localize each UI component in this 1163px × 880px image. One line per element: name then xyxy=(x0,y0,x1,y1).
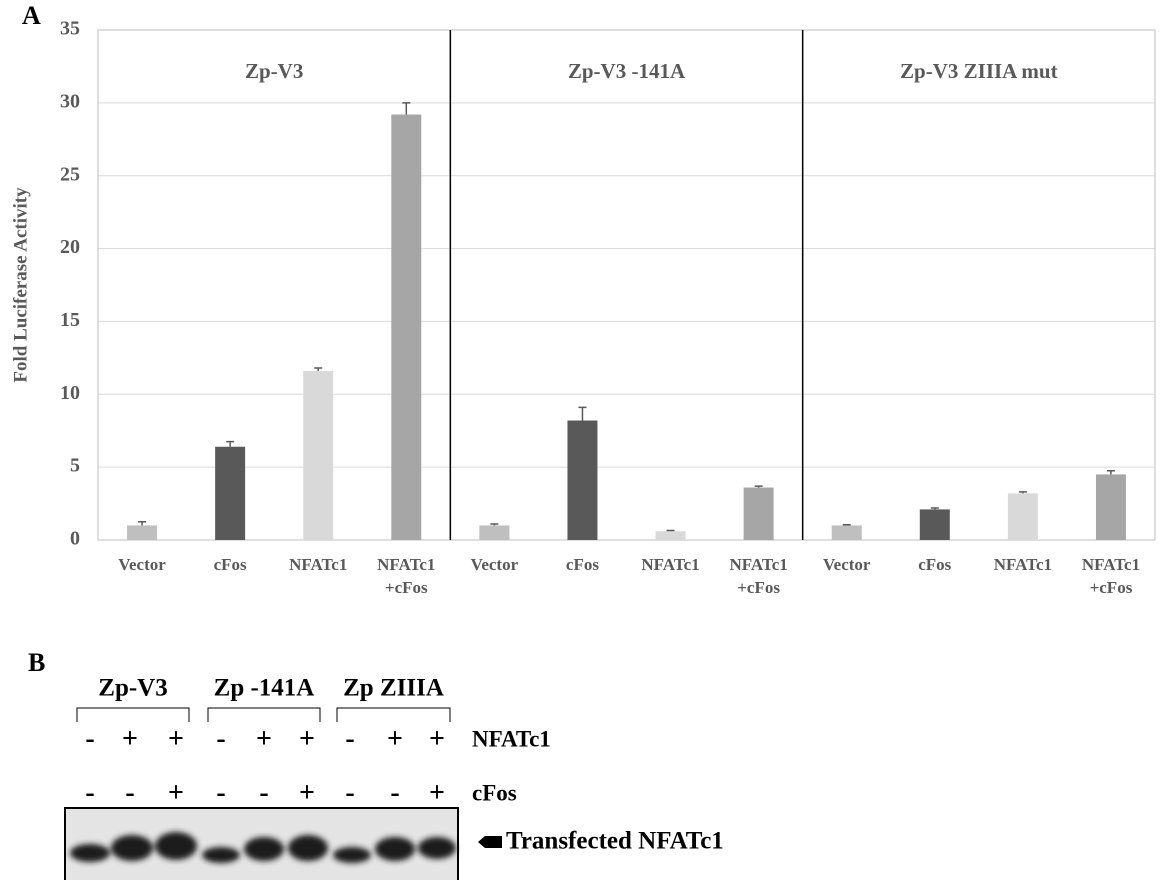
row-label: cFos xyxy=(472,780,517,805)
lane-sign: + xyxy=(168,777,184,808)
lane-sign: + xyxy=(429,777,445,808)
x-tick-label: NFATc1 xyxy=(274,553,362,576)
y-tick-label: 5 xyxy=(70,455,80,477)
bracket xyxy=(77,708,189,722)
bar xyxy=(744,488,774,540)
y-tick-label: 35 xyxy=(60,18,80,40)
x-tick-label: cFos xyxy=(538,553,626,576)
lane-sign: - xyxy=(259,777,268,808)
panel-label: A xyxy=(22,1,41,30)
x-tick-label: NFATc1 xyxy=(627,553,715,576)
arrow xyxy=(478,836,502,848)
error-bar xyxy=(226,442,234,447)
bar xyxy=(479,525,509,540)
blot-image xyxy=(65,808,458,880)
lane-sign: + xyxy=(429,723,445,754)
panel-label: B xyxy=(28,648,45,677)
x-tick-label: NFATc1 xyxy=(979,553,1067,576)
group-label: Zp-V3 xyxy=(245,59,303,83)
blot-group-label: Zp ZIIIA xyxy=(343,675,444,702)
error-bar xyxy=(578,407,586,420)
y-tick-label: 10 xyxy=(60,382,80,404)
error-bar xyxy=(1107,471,1115,475)
plot-frame xyxy=(98,30,1155,540)
bar xyxy=(656,531,686,540)
error-bar xyxy=(667,531,675,532)
bar xyxy=(391,115,421,540)
error-bar xyxy=(931,508,939,509)
x-tick-label: NFATc1 +cFos xyxy=(1067,553,1155,599)
error-bar xyxy=(843,525,851,526)
x-tick-label: cFos xyxy=(891,553,979,576)
lane-sign: + xyxy=(256,723,272,754)
error-bar xyxy=(138,522,146,526)
x-tick-label: Vector xyxy=(450,553,538,576)
y-axis-label: Fold Luciferase Activity xyxy=(10,187,31,383)
bar xyxy=(127,525,157,540)
x-tick-label: Vector xyxy=(803,553,891,576)
bar xyxy=(1008,493,1038,540)
x-tick-label: cFos xyxy=(186,553,274,576)
lane-sign: - xyxy=(125,777,134,808)
error-bar xyxy=(490,524,498,525)
lane-sign: + xyxy=(122,723,138,754)
x-tick-label: NFATc1 +cFos xyxy=(715,553,803,599)
lane-sign: + xyxy=(299,777,315,808)
group-label: Zp-V3 -141A xyxy=(568,59,686,83)
lane-sign: - xyxy=(216,777,225,808)
bar xyxy=(1096,474,1126,540)
group-label: Zp-V3 ZIIIA mut xyxy=(900,59,1058,83)
bar xyxy=(832,525,862,540)
chart: A B Fold Luciferase Activity Transfected… xyxy=(0,0,1163,880)
lane-sign: - xyxy=(390,777,399,808)
x-tick-label: Vector xyxy=(98,553,186,576)
lane-sign: + xyxy=(387,723,403,754)
bar xyxy=(215,447,245,540)
band-label: Transfected NFATc1 xyxy=(506,828,724,855)
x-tick-label: NFATc1 +cFos xyxy=(362,553,450,599)
error-bar xyxy=(755,486,763,487)
lane-sign: - xyxy=(345,723,354,754)
lane-sign: + xyxy=(299,723,315,754)
error-bar xyxy=(314,368,322,371)
lane-sign: - xyxy=(216,723,225,754)
bracket xyxy=(208,708,320,722)
lane-sign: - xyxy=(345,777,354,808)
figure: A B Fold Luciferase Activity Transfected… xyxy=(0,0,1163,880)
y-tick-label: 0 xyxy=(70,528,80,550)
blot-group-label: Zp-V3 xyxy=(98,675,167,702)
lane-sign: + xyxy=(168,723,184,754)
error-bar xyxy=(402,103,410,115)
lane-sign: - xyxy=(85,723,94,754)
row-label: NFATc1 xyxy=(472,726,551,751)
bracket xyxy=(337,708,450,722)
bar xyxy=(303,371,333,540)
error-bar xyxy=(1019,492,1027,493)
lane-sign: - xyxy=(85,777,94,808)
bar xyxy=(920,509,950,540)
blot-group-label: Zp -141A xyxy=(214,675,315,702)
y-tick-label: 20 xyxy=(60,236,80,258)
y-tick-label: 25 xyxy=(60,163,80,185)
bar xyxy=(567,421,597,540)
y-tick-label: 30 xyxy=(60,90,80,112)
y-tick-label: 15 xyxy=(60,309,80,331)
